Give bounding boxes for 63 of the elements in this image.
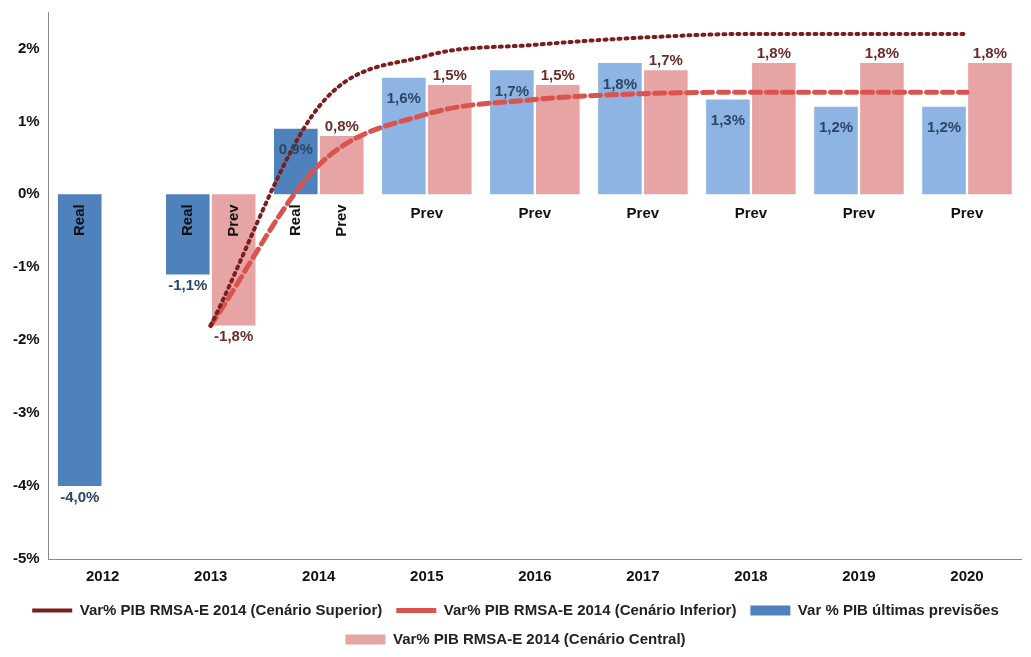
legend-label: Var% PIB RMSA-E 2014 (Cenário Inferior) (443, 600, 737, 618)
x-tick-label: 2019 (842, 567, 876, 585)
y-tick-label: -3% (12, 403, 40, 421)
bar (382, 77, 426, 195)
y-tick-label: -5% (12, 549, 40, 567)
annotation: Prev (410, 203, 444, 221)
data-label: 1,3% (710, 111, 746, 129)
annotation: Prev (518, 203, 552, 221)
x-tick-label: 2018 (734, 567, 768, 585)
x-tick-label: 2020 (950, 567, 984, 585)
y-tick-label: 2% (17, 38, 40, 56)
data-label: 1,8% (864, 43, 900, 61)
data-label: 1,8% (972, 43, 1008, 61)
data-label: 1,8% (602, 74, 638, 92)
bar (968, 63, 1012, 195)
data-label: -4,0% (60, 487, 100, 505)
x-tick-label: 2014 (302, 567, 337, 585)
bar (427, 84, 472, 195)
y-tick-label: -1% (12, 257, 40, 275)
annotation: Prev (842, 203, 876, 221)
data-label: 1,8% (756, 43, 791, 61)
data-label: 0,8% (324, 116, 359, 134)
annotation: Prev (734, 203, 768, 221)
x-tick-label: 2015 (410, 567, 444, 585)
bar (706, 99, 750, 195)
bar (535, 84, 580, 195)
annotation: Real (69, 204, 87, 237)
annotation: Real (285, 204, 303, 237)
data-label: 1,2% (926, 118, 962, 136)
legend-label: Var % PIB últimas previsões (797, 600, 999, 618)
x-tick-label: 2012 (86, 567, 120, 585)
bar (644, 70, 688, 195)
x-tick-label: 2017 (626, 567, 660, 585)
annotation: Real (177, 204, 195, 237)
x-tick-label: 2013 (194, 567, 228, 585)
annotation: Prev (331, 203, 349, 237)
data-label: -1,8% (214, 327, 254, 345)
data-label: -1,1% (168, 276, 208, 294)
bar (57, 194, 102, 487)
y-tick-label: -2% (12, 330, 40, 348)
y-tick-label: -4% (12, 476, 40, 494)
annotation: Prev (626, 203, 660, 221)
bar (319, 135, 364, 195)
legend-label: Var% PIB RMSA-E 2014 (Cenário Central) (392, 629, 686, 647)
data-label: 1,2% (818, 118, 854, 136)
bar (922, 106, 966, 195)
data-label: 1,7% (494, 81, 529, 99)
bar (752, 63, 796, 195)
bar (860, 63, 904, 195)
bar (165, 194, 210, 275)
annotation: Prev (223, 203, 241, 237)
bar (814, 106, 858, 195)
x-tick-label: 2016 (518, 567, 552, 585)
bar (598, 63, 642, 195)
data-label: 1,7% (648, 50, 683, 68)
legend-label: Var% PIB RMSA-E 2014 (Cenário Superior) (79, 600, 383, 618)
y-tick-label: 1% (17, 111, 40, 129)
data-label: 1,5% (432, 65, 467, 83)
y-tick-label: 0% (17, 184, 40, 202)
bar (490, 70, 534, 195)
annotation: Prev (950, 203, 984, 221)
data-label: 1,6% (386, 89, 421, 107)
data-label: 1,5% (540, 65, 575, 83)
